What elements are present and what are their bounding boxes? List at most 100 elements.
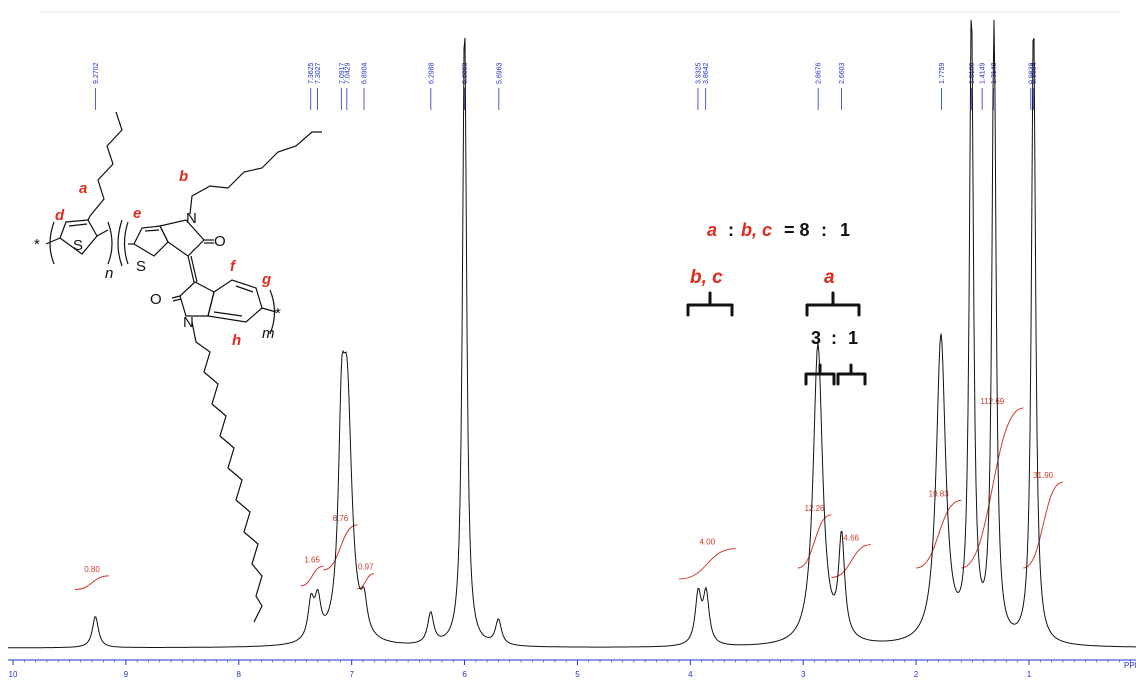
subscript-n: n <box>105 265 113 282</box>
label-f: f <box>230 258 237 275</box>
paren-m-left <box>117 219 123 267</box>
peak-label-7.0429: 7.0429 <box>344 62 351 84</box>
atom-n1: N <box>186 210 197 227</box>
x-tick-label-10: 10 <box>9 670 18 679</box>
ratio-annotation: a : b, c = 8 : 1 <box>707 220 850 240</box>
octyl-chain <box>189 131 322 215</box>
bond-star-right <box>261 307 277 313</box>
x-tick-label-9: 9 <box>124 670 129 679</box>
sub-bracket-left <box>804 363 836 386</box>
atom-s1: S <box>73 237 83 254</box>
spectrum-trace <box>8 19 1136 649</box>
peak-label-3.9325: 3.9325 <box>695 62 702 84</box>
integral-curve <box>916 499 962 569</box>
thieno-double-bond <box>144 229 160 232</box>
label-g: g <box>261 271 271 288</box>
x-axis: 10 9 8 7 6 5 4 3 2 1 PPM <box>8 659 1136 679</box>
integral-curve <box>679 548 736 580</box>
thiophene-1-double-bond <box>68 223 88 227</box>
sub-ratio-three: 3 <box>811 328 821 348</box>
x-tick-label-8: 8 <box>237 670 242 679</box>
paren-n-left <box>49 221 55 265</box>
peak-label-7.0917: 7.0917 <box>339 62 346 84</box>
bond-star-left <box>45 237 61 245</box>
group-bc-label: b, c <box>690 267 723 288</box>
bond-ring1-out <box>96 229 109 237</box>
integral-label-1.65: 1.65 <box>304 555 320 564</box>
group-a-label: a <box>824 267 835 288</box>
paren-m-right <box>269 289 276 335</box>
atom-o1: O <box>214 233 226 250</box>
integral-curve <box>323 524 358 571</box>
thiophene-ring-1 <box>59 219 98 255</box>
integral-label-12.26: 12.26 <box>804 504 825 513</box>
ratio-colon-2: : <box>821 220 827 240</box>
star-left: * <box>34 236 40 253</box>
benzene-inner-1 <box>235 285 254 293</box>
peak-label-3.8642: 3.8642 <box>703 62 710 84</box>
integral-curve <box>300 565 324 587</box>
carbonyl-bottom-2 <box>172 298 182 302</box>
group-a-annotation: a 3 : 1 <box>804 267 867 386</box>
subscript-m: m <box>262 325 275 342</box>
peak-label-1.7759: 1.7759 <box>939 62 946 84</box>
group-a-bracket <box>805 291 861 317</box>
x-tick-label-4: 4 <box>688 670 693 679</box>
integral-label-19.83: 19.83 <box>929 489 950 498</box>
integral-label-4.00: 4.00 <box>699 538 715 547</box>
peak-label-2.6603: 2.6603 <box>839 62 846 84</box>
integral-layer: 0.80 1.65 8.76 0.97 4.00 12.26 4.66 19.83 112.69… <box>75 397 1063 591</box>
group-bc-annotation: b, c <box>686 267 734 317</box>
exocyclic-bond-1 <box>187 255 195 283</box>
hexyl-chain <box>89 111 123 217</box>
sub-ratio-colon: : <box>831 328 837 348</box>
label-e: e <box>133 205 141 222</box>
oxindole-ring <box>179 281 215 317</box>
label-b: b <box>179 168 188 185</box>
atom-s2: S <box>136 258 146 275</box>
label-a: a <box>79 180 87 197</box>
thiophene-1-sub <box>87 215 91 221</box>
x-tick-label-7: 7 <box>349 670 354 679</box>
carbonyl-bottom <box>171 295 181 299</box>
ratio-bc: b, c <box>741 220 772 240</box>
ratio-eq-8: = 8 <box>784 220 810 240</box>
benzene-inner-2 <box>213 311 243 317</box>
pyrrolone-ring-top <box>159 219 205 257</box>
integral-label-4.66: 4.66 <box>843 534 859 543</box>
x-tick-label-5: 5 <box>575 670 580 679</box>
atom-n2: N <box>183 314 194 331</box>
peak-label-5.6963: 5.6963 <box>496 62 503 84</box>
integral-curve <box>75 575 109 591</box>
ratio-one: 1 <box>840 220 850 240</box>
peak-label-2.8676: 2.8676 <box>816 62 823 84</box>
paren-m-left-inner <box>123 221 129 265</box>
integral-label-8.76: 8.76 <box>333 514 349 523</box>
star-right: * <box>275 305 281 322</box>
peak-label-1.4149: 1.4149 <box>980 62 987 84</box>
integral-label-112.69: 112.69 <box>980 397 1004 406</box>
integral-label-0.97: 0.97 <box>358 563 374 572</box>
peak-label-9.2702: 9.2702 <box>93 62 100 84</box>
peak-label-7.3027: 7.3027 <box>315 62 322 84</box>
paren-n-right <box>107 221 113 265</box>
integral-curve <box>357 573 375 590</box>
sub-bracket-right <box>836 363 867 386</box>
integral-curve <box>1023 481 1063 569</box>
ratio-a: a <box>707 220 717 240</box>
benzene-ring <box>207 279 263 323</box>
long-alkyl-chain <box>191 321 263 623</box>
peak-label-6.2988: 6.2988 <box>428 62 435 84</box>
label-h: h <box>232 332 241 349</box>
ratio-colon-1: : <box>728 220 734 240</box>
x-tick-label-3: 3 <box>801 670 806 679</box>
x-tick-label-6: 6 <box>462 670 467 679</box>
peak-label-6.8904: 6.8904 <box>362 62 369 84</box>
peak-label-0.9838: 0.9838 <box>1028 62 1035 84</box>
x-unit-label: PPM <box>1124 661 1136 670</box>
integral-curve <box>961 407 1024 569</box>
atom-o2: O <box>150 291 162 308</box>
group-bc-bracket <box>686 291 734 317</box>
integral-curve <box>797 514 832 569</box>
